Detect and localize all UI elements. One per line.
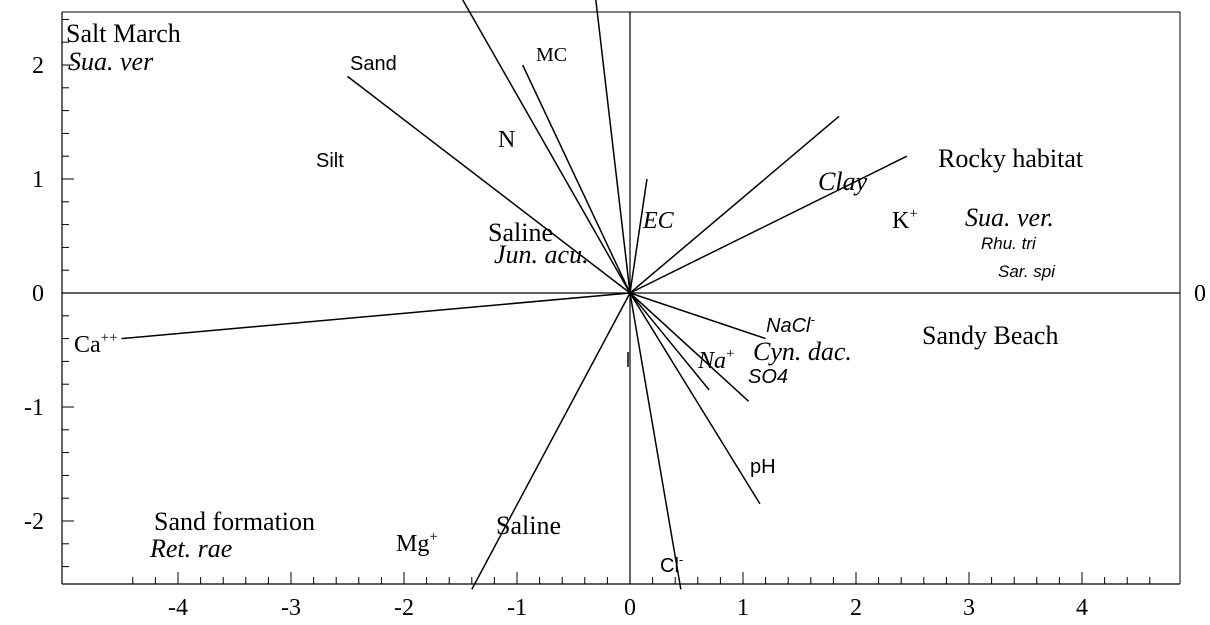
- group-rocky-habitat: Rocky habitat: [938, 144, 1084, 173]
- y-tick-label: 0: [32, 281, 44, 307]
- group-saline-lower: Saline: [496, 511, 561, 540]
- group-saline-upper: Saline: [488, 218, 553, 247]
- vector-mg: [471, 292, 631, 590]
- label-Mg: Mg+: [396, 529, 438, 557]
- vector-ph: [629, 292, 761, 505]
- x-tick-label: 3: [963, 595, 975, 621]
- na-text: Na: [697, 348, 726, 374]
- nacl-text: NaCl: [766, 315, 811, 337]
- label-K: K+: [892, 206, 918, 234]
- mg-sup: +: [429, 529, 437, 545]
- vector-ec: [629, 178, 648, 294]
- label-MC: MC: [536, 44, 567, 66]
- nacl-sup: -: [810, 312, 815, 327]
- species-jun-acu: Jun. acu.: [494, 240, 589, 269]
- species-cyn-dac: Cyn. dac.: [753, 337, 852, 366]
- group-salt-march: Salt March: [66, 19, 181, 48]
- y-tick-label: -2: [24, 509, 44, 535]
- y-tick-label: -1: [24, 395, 44, 421]
- x-tick-label: -2: [394, 595, 414, 621]
- x-tick-label: 2: [850, 595, 862, 621]
- vector-so4: [629, 292, 750, 402]
- cl-sup: -: [679, 552, 683, 567]
- vector-na: [629, 292, 710, 391]
- x-tick-label: -1: [507, 595, 527, 621]
- species-sar-spi: Sar. spi: [998, 262, 1056, 281]
- right-zero-label: 0: [1194, 281, 1206, 307]
- vector-cl: [629, 292, 682, 590]
- group-sand-formation: Sand formation: [154, 507, 315, 536]
- label-Ca: Ca++: [74, 330, 118, 358]
- vector-clay: [629, 115, 840, 294]
- k-text: K: [892, 208, 910, 234]
- species-sua-ver-right: Sua. ver.: [965, 203, 1054, 232]
- y-tick-label: 1: [32, 167, 44, 193]
- label-Clay: Clay: [818, 167, 868, 196]
- label-Cl: Cl-: [660, 552, 683, 577]
- vector-n: [521, 64, 631, 294]
- species-rhu-tri: Rhu. tri: [981, 234, 1037, 253]
- ca-sup: ++: [101, 330, 118, 346]
- x-tick-label: 0: [624, 595, 636, 621]
- ca-text: Ca: [74, 332, 101, 358]
- x-tick-label: 4: [1076, 595, 1088, 621]
- x-tick-label: -3: [281, 595, 301, 621]
- vector-lines: [121, 0, 908, 590]
- tick-marks: [62, 18, 1151, 584]
- x-tick-label: -4: [168, 595, 188, 621]
- x-tick-label: 1: [737, 595, 749, 621]
- vector-sand: [461, 0, 631, 294]
- vector-ca: [121, 292, 631, 340]
- label-EC: EC: [642, 208, 675, 234]
- cl-text: Cl: [660, 555, 679, 577]
- vector-mc: [595, 0, 631, 294]
- na-sup: +: [726, 346, 734, 362]
- species-ret-rae: Ret. rae: [149, 534, 232, 563]
- label-NaCl: NaCl-: [766, 312, 815, 337]
- vector-k: [629, 155, 908, 294]
- label-pH: pH: [750, 456, 776, 478]
- label-Na: Na+: [697, 346, 734, 374]
- y-tick-label: 2: [32, 53, 44, 79]
- vector-nacl: [629, 292, 766, 340]
- species-sua-ver-left: Sua. ver: [68, 47, 154, 76]
- label-N: N: [498, 127, 515, 153]
- group-sandy-beach: Sandy Beach: [922, 321, 1058, 350]
- mg-text: Mg: [396, 531, 429, 557]
- tick-labels: -4-3-2-1012343210-1-20: [24, 53, 1206, 621]
- k-sup: +: [909, 206, 917, 222]
- vector-silt: [347, 75, 631, 294]
- label-sand: Sand: [350, 53, 397, 75]
- label-SO4: SO4: [748, 366, 788, 388]
- label-silt: Silt: [316, 150, 344, 172]
